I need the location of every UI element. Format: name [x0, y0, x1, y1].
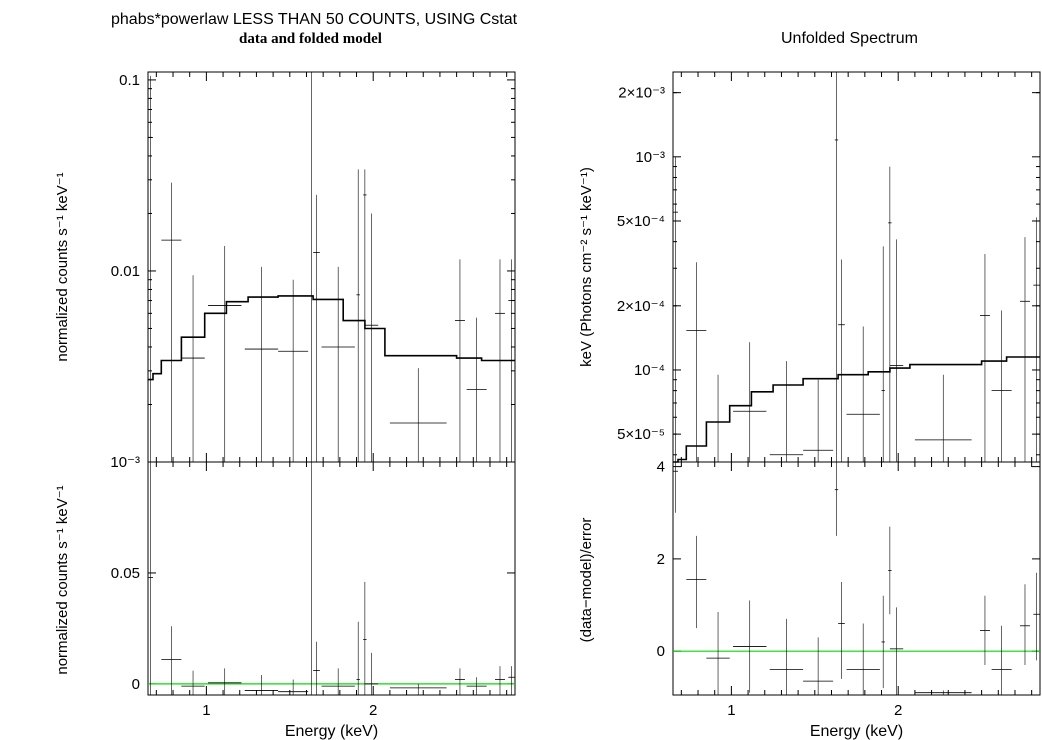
right_bottom-ytick-label: 2: [657, 551, 665, 568]
left_bottom-ytick-label: 0: [132, 676, 140, 693]
left_top-ytick-label: 0.01: [111, 263, 140, 280]
right_bottom-ylabel: (data−model)/error: [578, 518, 595, 643]
left-subtitle: data and folded model: [239, 31, 382, 47]
right_bottom-ytick-label: 4: [657, 459, 665, 476]
right_top-ytick-label: 2×10⁻⁴: [617, 298, 665, 315]
right_bottom-xlabel: Energy (keV): [810, 723, 903, 740]
right_top-ytick-label: 2×10⁻³: [618, 85, 665, 102]
right_bottom-ytick-label: 0: [657, 643, 665, 660]
right_top-ytick-label: 10⁻³: [635, 149, 665, 166]
right_bottom-frame: [672, 461, 1041, 696]
left_bottom-frame: [147, 461, 516, 696]
left_bottom-ylabel: normalized counts s⁻¹ keV⁻¹: [54, 485, 71, 674]
left_bottom-xtick-label: 2: [369, 702, 377, 719]
left_top-ytick-label: 10⁻³: [110, 454, 140, 471]
left_top-ylabel: normalized counts s⁻¹ keV⁻¹: [54, 172, 71, 361]
right_top-ylabel: keV (Photons cm⁻² s⁻¹ keV⁻¹): [578, 167, 595, 367]
left_top-ytick-label: 0.1: [119, 72, 140, 89]
right_top-ytick-label: 10⁻⁴: [634, 362, 665, 379]
right_bottom-xtick-label: 2: [894, 702, 902, 719]
left_bottom-xtick-label: 1: [202, 702, 210, 719]
right-title: Unfolded Spectrum: [781, 30, 918, 47]
left_bottom-ytick-label: 0.05: [111, 565, 140, 582]
right_top-ytick-label: 5×10⁻⁴: [617, 213, 665, 230]
right_top-ytick-label: 5×10⁻⁵: [617, 426, 665, 443]
right_bottom-xtick-label: 1: [727, 702, 735, 719]
left_bottom-xlabel: Energy (keV): [285, 723, 378, 740]
left-title: phabs*powerlaw LESS THAN 50 COUNTS, USIN…: [111, 11, 518, 28]
